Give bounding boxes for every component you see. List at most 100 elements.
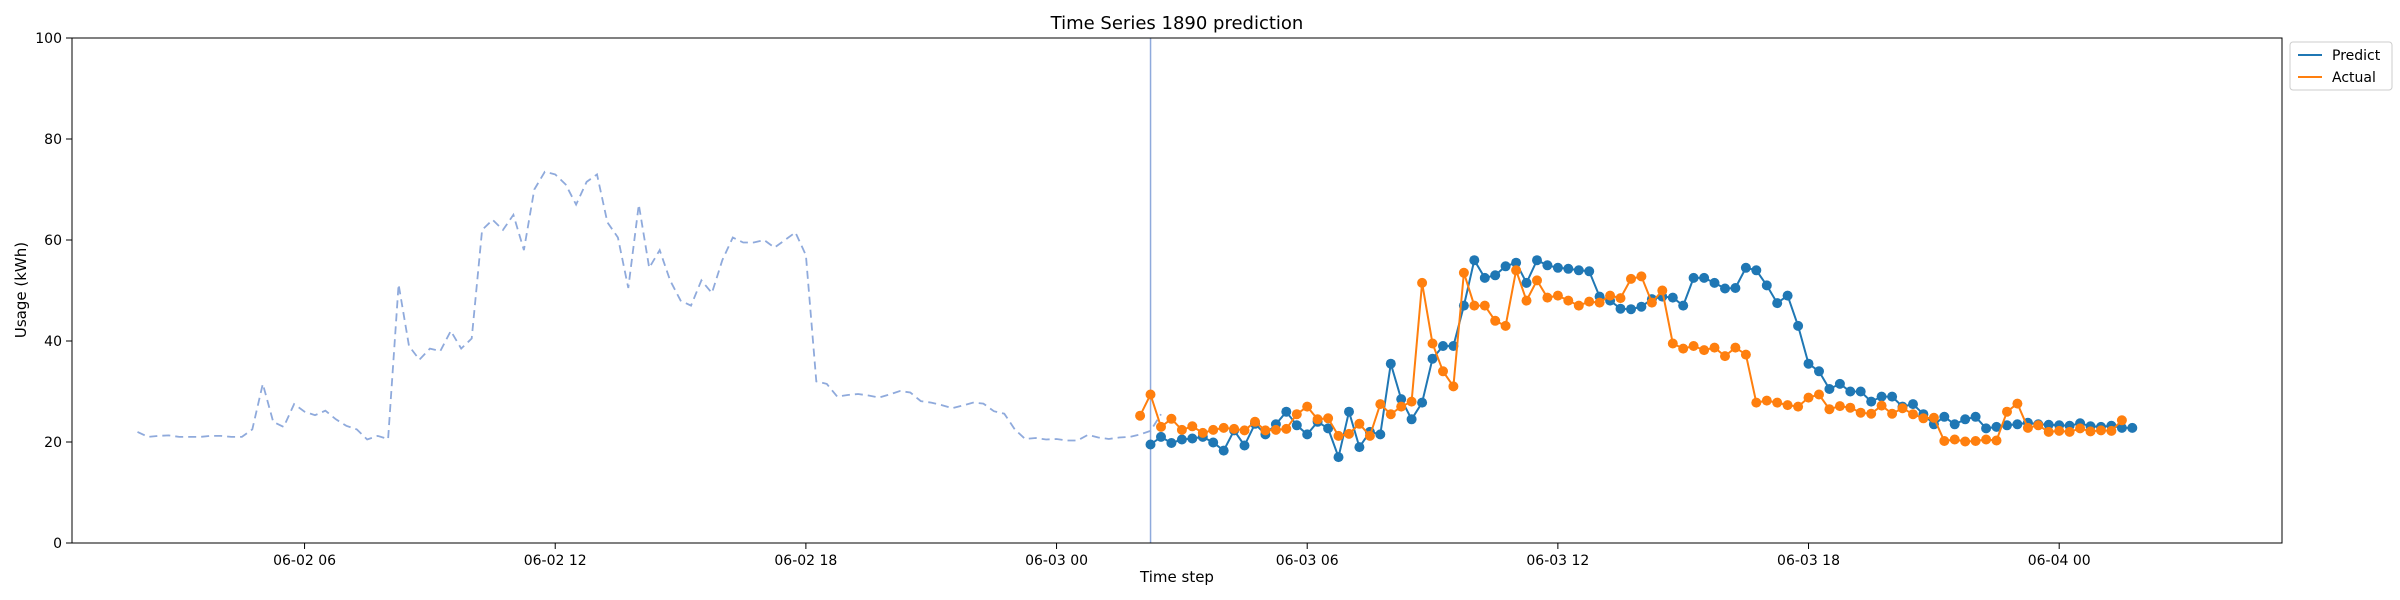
actual-point (1396, 401, 1407, 412)
actual-point (1197, 427, 1208, 438)
predict-point (1678, 300, 1689, 311)
predict-point (1615, 303, 1626, 314)
actual-point (1584, 296, 1595, 307)
predict-point (1866, 396, 1877, 407)
actual-point (1291, 409, 1302, 420)
predict-point (1720, 283, 1730, 294)
predict-point (1469, 255, 1480, 266)
predict-point (1636, 301, 1647, 312)
x-tick-label: 06-04 00 (2028, 553, 2091, 569)
predict-point (1396, 394, 1407, 405)
actual-point (1981, 434, 1992, 445)
actual-point (1918, 413, 1929, 424)
predict-point (1208, 437, 1219, 448)
actual-point (1720, 351, 1730, 362)
predict-point (1855, 386, 1866, 397)
predict-point (1156, 431, 1166, 442)
actual-point (1772, 397, 1783, 408)
predict-point (1970, 411, 1981, 422)
actual-point (1751, 397, 1762, 408)
legend-label-predict: Predict (2332, 48, 2381, 64)
chart-title: Time Series 1890 prediction (1050, 13, 1304, 34)
predict-point (1667, 292, 1678, 303)
predict-point (1782, 290, 1793, 301)
predict-point (1281, 406, 1292, 417)
predict-point (1876, 391, 1887, 402)
predict-point (1772, 298, 1783, 309)
y-tick-label: 40 (44, 334, 62, 350)
actual-point (1761, 395, 1772, 406)
actual-point (1166, 413, 1177, 424)
predict-point (1291, 420, 1302, 431)
predict-point (1302, 429, 1313, 440)
actual-point (2002, 406, 2012, 417)
actual-point (1490, 315, 1501, 326)
predict-point (1709, 277, 1720, 288)
predict-point (1417, 397, 1428, 408)
predict-point (1552, 262, 1563, 273)
actual-point (1156, 421, 1166, 432)
predict-point (1385, 358, 1396, 369)
actual-point (1824, 404, 1835, 415)
actual-point (1344, 428, 1354, 439)
actual-point (1176, 424, 1187, 435)
actual-point (1699, 345, 1710, 356)
predict-point (1981, 423, 1992, 434)
x-tick-label: 06-03 18 (1777, 553, 1840, 569)
actual-point (1427, 338, 1438, 349)
actual-point (1793, 401, 1804, 412)
y-tick-label: 100 (35, 31, 62, 47)
y-tick-label: 0 (53, 536, 62, 552)
actual-point (1187, 421, 1198, 432)
predict-point (1939, 411, 1950, 422)
predict-point (1740, 262, 1751, 273)
actual-point (1960, 436, 1971, 447)
actual-point (1615, 293, 1626, 304)
actual-point (1458, 267, 1469, 278)
x-tick-label: 06-02 06 (273, 553, 336, 569)
actual-point (1949, 434, 1960, 445)
actual-point (1521, 295, 1532, 306)
predict-point (1521, 277, 1532, 288)
predict-point (1490, 270, 1501, 281)
actual-point (1563, 295, 1574, 306)
history-series-line (137, 170, 1162, 442)
actual-point (1740, 349, 1751, 360)
actual-point (1208, 424, 1219, 435)
predict-point (2127, 422, 2138, 433)
actual-point (1448, 381, 1459, 392)
predict-point (1375, 429, 1386, 440)
actual-point (1281, 423, 1292, 434)
x-axis: 06-02 06 06-02 12 06-02 18 06-03 00 06-03 06… (273, 543, 2091, 569)
actual-point (1866, 408, 1877, 419)
actual-point (2116, 415, 2127, 426)
actual-point (1834, 401, 1845, 412)
actual-point (1928, 412, 1939, 423)
actual-point (2043, 426, 2054, 437)
actual-point (2012, 398, 2023, 409)
actual-point (1469, 300, 1480, 311)
predict-point (1333, 452, 1344, 463)
x-tick-label: 06-03 12 (1526, 553, 1589, 569)
actual-point (1887, 408, 1898, 419)
predict-point (1887, 391, 1898, 402)
predict-point (1688, 272, 1699, 283)
predict-point (1949, 419, 1960, 430)
y-axis: 0 20 40 60 80 100 (35, 31, 72, 552)
actual-point (1312, 414, 1323, 425)
actual-point (1145, 389, 1156, 400)
actual-point (1302, 401, 1313, 412)
predict-point (1187, 433, 1198, 444)
actual-point (1417, 277, 1428, 288)
actual-point (1364, 430, 1375, 441)
actual-point (1970, 436, 1981, 446)
actual-point (1270, 424, 1281, 435)
actual-point (1500, 320, 1511, 331)
actual-point (1667, 338, 1678, 349)
actual-point (1678, 343, 1689, 354)
predict-point (2043, 419, 2054, 430)
predict-point (1960, 414, 1971, 425)
actual-point (1552, 290, 1563, 301)
predict-point (1845, 386, 1856, 397)
